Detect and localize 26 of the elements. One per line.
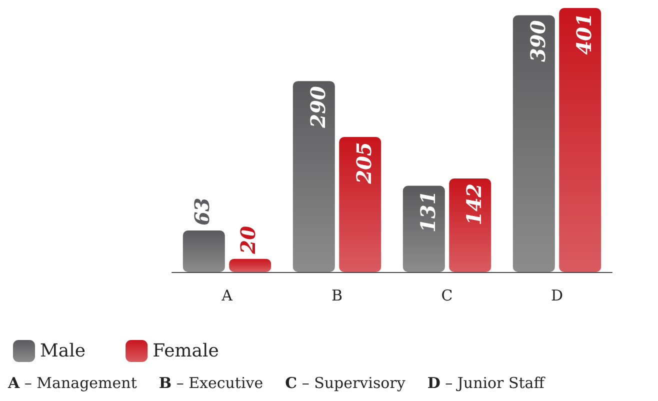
- data-label: 401: [572, 13, 596, 55]
- data-label: 20: [236, 226, 260, 255]
- text: C – Supervisory: [285, 374, 406, 392]
- data-label: 63: [190, 198, 214, 226]
- text: A – Management: [8, 374, 137, 392]
- bar: [559, 8, 602, 272]
- legend-label: Male: [40, 340, 86, 362]
- bar: [229, 258, 272, 272]
- legend-label: Female: [152, 340, 219, 362]
- data-label: 142: [462, 183, 486, 226]
- bar: [339, 137, 382, 272]
- text: B – Executive: [158, 374, 264, 392]
- bar: [292, 81, 335, 272]
- x-tick-label: B: [331, 286, 343, 304]
- x-tick-label: D: [550, 286, 564, 304]
- bar: [182, 230, 225, 272]
- data-label: 205: [352, 142, 376, 185]
- data-label: 131: [416, 190, 440, 233]
- bar: [402, 186, 445, 272]
- x-tick-label: A: [220, 286, 233, 304]
- data-label: 290: [306, 86, 330, 129]
- text: D – Junior Staff: [427, 374, 544, 392]
- bar: [449, 178, 492, 272]
- bar: [512, 15, 555, 272]
- data-label: 390: [526, 20, 550, 62]
- x-tick-label: C: [441, 286, 453, 304]
